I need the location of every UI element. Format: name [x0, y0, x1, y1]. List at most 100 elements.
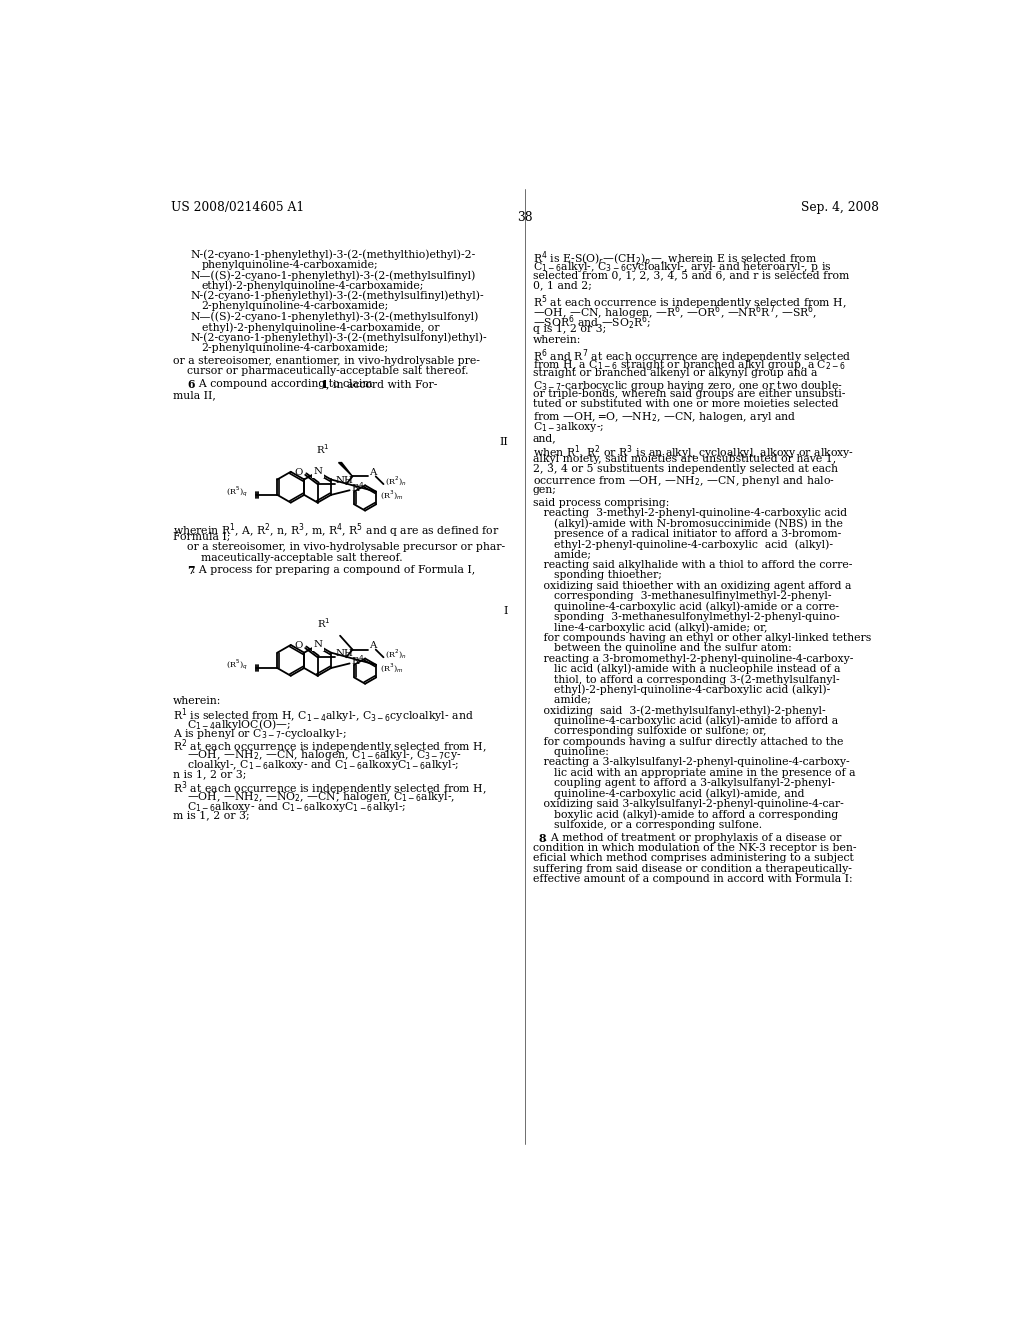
Text: condition in which modulation of the NK-3 receptor is ben-: condition in which modulation of the NK-…: [532, 843, 856, 853]
Text: R$^4$ is E-S(O)$_r$—(CH$_2$)$_p$—, wherein E is selected from: R$^4$ is E-S(O)$_r$—(CH$_2$)$_p$—, where…: [532, 249, 817, 271]
Text: sulfoxide, or a corresponding sulfone.: sulfoxide, or a corresponding sulfone.: [532, 820, 762, 830]
Text: R$^5$ at each occurrence is independently selected from H,: R$^5$ at each occurrence is independentl…: [532, 293, 846, 312]
Text: oxidizing said 3-alkylsulfanyl-2-phenyl-quinoline-4-car-: oxidizing said 3-alkylsulfanyl-2-phenyl-…: [532, 799, 844, 809]
Text: m is 1, 2 or 3;: m is 1, 2 or 3;: [173, 810, 250, 821]
Text: 6: 6: [187, 379, 195, 391]
Text: oxidizing  said  3-(2-methylsulfanyl-ethyl)-2-phenyl-: oxidizing said 3-(2-methylsulfanyl-ethyl…: [532, 705, 825, 715]
Text: 7: 7: [187, 565, 195, 577]
Text: tuted or substituted with one or more moieties selected: tuted or substituted with one or more mo…: [532, 400, 838, 409]
Text: wherein:: wherein:: [532, 335, 581, 345]
Text: (R$^2$)$_n$: (R$^2$)$_n$: [385, 474, 407, 487]
Text: NH: NH: [336, 649, 353, 657]
Text: maceutically-acceptable salt thereof.: maceutically-acceptable salt thereof.: [201, 553, 402, 562]
Text: C$_{3-7}$-carbocyclic group having zero, one or two double-: C$_{3-7}$-carbocyclic group having zero,…: [532, 379, 843, 392]
Text: occurrence from —OH, —NH$_2$, —CN, phenyl and halo-: occurrence from —OH, —NH$_2$, —CN, pheny…: [532, 474, 835, 488]
Text: R$^4$: R$^4$: [351, 480, 366, 494]
Text: O: O: [295, 469, 303, 477]
Text: boxylic acid (alkyl)-amide to afford a corresponding: boxylic acid (alkyl)-amide to afford a c…: [532, 809, 838, 820]
Text: A is phenyl or C$_{3-7}$-cycloalkyl-;: A is phenyl or C$_{3-7}$-cycloalkyl-;: [173, 727, 347, 742]
Text: R$^1$: R$^1$: [317, 615, 331, 630]
Text: NH: NH: [336, 475, 353, 484]
Text: (R$^5$)$_q$: (R$^5$)$_q$: [226, 484, 248, 499]
Text: 2, 3, 4 or 5 substituents independently selected at each: 2, 3, 4 or 5 substituents independently …: [532, 465, 838, 474]
Text: q is 1, 2 or 3;: q is 1, 2 or 3;: [532, 325, 606, 334]
Text: eficial which method comprises administering to a subject: eficial which method comprises administe…: [532, 853, 853, 863]
Text: phenylquinoline-4-carboxamide;: phenylquinoline-4-carboxamide;: [202, 260, 378, 269]
Text: for compounds having an ethyl or other alkyl-linked tethers: for compounds having an ethyl or other a…: [532, 632, 870, 643]
Text: reacting a 3-bromomethyl-2-phenyl-quinoline-4-carboxy-: reacting a 3-bromomethyl-2-phenyl-quinol…: [532, 653, 853, 664]
Text: cloalkyl-, C$_{1-6}$alkoxy- and C$_{1-6}$alkoxyC$_{1-6}$alkyl-;: cloalkyl-, C$_{1-6}$alkoxy- and C$_{1-6}…: [187, 759, 459, 772]
Text: Sep. 4, 2008: Sep. 4, 2008: [801, 201, 879, 214]
Text: effective amount of a compound in accord with Formula I:: effective amount of a compound in accord…: [532, 874, 852, 884]
Text: quinoline:: quinoline:: [532, 747, 608, 758]
Text: ethyl)-2-phenylquinoline-4-carboxamide, or: ethyl)-2-phenylquinoline-4-carboxamide, …: [202, 322, 439, 333]
Text: II: II: [499, 437, 508, 447]
Text: lic acid (alkyl)-amide with a nucleophile instead of a: lic acid (alkyl)-amide with a nucleophil…: [532, 664, 840, 675]
Text: N-(2-cyano-1-phenylethyl)-3-(2-(methylsulfonyl)ethyl)-: N-(2-cyano-1-phenylethyl)-3-(2-(methylsu…: [190, 333, 486, 343]
Text: N: N: [313, 640, 323, 649]
Text: thiol, to afford a corresponding 3-(2-methylsulfanyl-: thiol, to afford a corresponding 3-(2-me…: [532, 675, 840, 685]
Text: reacting a 3-alkylsulfanyl-2-phenyl-quinoline-4-carboxy-: reacting a 3-alkylsulfanyl-2-phenyl-quin…: [532, 758, 849, 767]
Text: A: A: [370, 469, 377, 477]
Text: 2-phenylquinoline-4-carboxamide;: 2-phenylquinoline-4-carboxamide;: [202, 343, 389, 352]
Text: line-4-carboxylic acid (alkyl)-amide; or,: line-4-carboxylic acid (alkyl)-amide; or…: [532, 622, 767, 632]
Text: 38: 38: [517, 211, 532, 224]
Text: R$^1$: R$^1$: [315, 442, 330, 457]
Text: 1: 1: [321, 379, 329, 391]
Text: ethyl-2-phenyl-quinoline-4-carboxylic  acid  (alkyl)-: ethyl-2-phenyl-quinoline-4-carboxylic ac…: [532, 539, 833, 549]
Text: US 2008/0214605 A1: US 2008/0214605 A1: [171, 201, 304, 214]
Text: R$^3$ at each occurrence is independently selected from H,: R$^3$ at each occurrence is independentl…: [173, 779, 486, 797]
Text: quinoline-4-carboxylic acid (alkyl)-amide, and: quinoline-4-carboxylic acid (alkyl)-amid…: [532, 788, 804, 799]
Text: 8: 8: [539, 833, 546, 843]
Text: N: N: [313, 467, 323, 477]
Text: C$_{1-4}$alkylOC(O)—;: C$_{1-4}$alkylOC(O)—;: [187, 717, 291, 731]
Text: from —OH, ═O, —NH$_2$, —CN, halogen, aryl and: from —OH, ═O, —NH$_2$, —CN, halogen, ary…: [532, 409, 796, 424]
Text: (R$^2$)$_n$: (R$^2$)$_n$: [385, 648, 407, 661]
Text: wherein:: wherein:: [173, 696, 221, 706]
Text: straight or branched alkenyl or alkynyl group and a: straight or branched alkenyl or alkynyl …: [532, 368, 817, 379]
Text: R$^4$: R$^4$: [351, 653, 366, 668]
Text: N-(2-cyano-1-phenylethyl)-3-(2-(methylsulfinyl)ethyl)-: N-(2-cyano-1-phenylethyl)-3-(2-(methylsu…: [190, 290, 483, 301]
Text: N—((S)-2-cyano-1-phenylethyl)-3-(2-(methylsulfinyl): N—((S)-2-cyano-1-phenylethyl)-3-(2-(meth…: [190, 271, 475, 281]
Text: —OH, —NH$_2$, —NO$_2$, —CN, halogen, C$_{1-6}$alkyl-,: —OH, —NH$_2$, —NO$_2$, —CN, halogen, C$_…: [187, 789, 455, 804]
Text: when R$^1$, R$^2$ or R$^3$ is an alkyl, cycloalkyl, alkoxy or alkoxy-: when R$^1$, R$^2$ or R$^3$ is an alkyl, …: [532, 444, 854, 462]
Text: sponding  3-methanesulfonylmethyl-2-phenyl-quino-: sponding 3-methanesulfonylmethyl-2-pheny…: [532, 612, 840, 622]
Text: R$^1$ is selected from H, C$_{1-4}$alkyl-, C$_{3-6}$cycloalkyl- and: R$^1$ is selected from H, C$_{1-4}$alkyl…: [173, 706, 473, 725]
Text: (alkyl)-amide with N-bromosuccinimide (NBS) in the: (alkyl)-amide with N-bromosuccinimide (N…: [532, 519, 843, 529]
Text: quinoline-4-carboxylic acid (alkyl)-amide to afford a: quinoline-4-carboxylic acid (alkyl)-amid…: [532, 715, 838, 726]
Text: A: A: [370, 642, 377, 651]
Text: for compounds having a sulfur directly attached to the: for compounds having a sulfur directly a…: [532, 737, 843, 747]
Text: coupling agent to afford a 3-alkylsulfanyl-2-phenyl-: coupling agent to afford a 3-alkylsulfan…: [532, 779, 835, 788]
Text: —SOR$^6$ and —SO$_2$R$^6$;: —SOR$^6$ and —SO$_2$R$^6$;: [532, 314, 651, 333]
Text: cursor or pharmaceutically-acceptable salt thereof.: cursor or pharmaceutically-acceptable sa…: [187, 366, 468, 376]
Text: oxidizing said thioether with an oxidizing agent afford a: oxidizing said thioether with an oxidizi…: [532, 581, 851, 591]
Text: R$^2$ at each occurrence is independently selected from H,: R$^2$ at each occurrence is independentl…: [173, 738, 486, 756]
Text: N-(2-cyano-1-phenylethyl)-3-(2-(methylthio)ethyl)-2-: N-(2-cyano-1-phenylethyl)-3-(2-(methylth…: [190, 249, 475, 260]
Text: (R$^3$)$_m$: (R$^3$)$_m$: [380, 661, 403, 675]
Text: wherein R$^1$, A, R$^2$, n, R$^3$, m, R$^4$, R$^5$ and q are as defined for: wherein R$^1$, A, R$^2$, n, R$^3$, m, R$…: [173, 521, 500, 540]
Text: C$_{1-6}$alkoxy- and C$_{1-6}$alkoxyC$_{1-6}$alkyl-;: C$_{1-6}$alkoxy- and C$_{1-6}$alkoxyC$_{…: [187, 800, 407, 814]
Text: corresponding  3-methanesulfinylmethyl-2-phenyl-: corresponding 3-methanesulfinylmethyl-2-…: [532, 591, 831, 601]
Text: —OH, —CN, halogen, —R$^6$, —OR$^6$, —NR$^6$R$^7$, —SR$^6$,: —OH, —CN, halogen, —R$^6$, —OR$^6$, —NR$…: [532, 304, 817, 322]
Text: or a stereoisomer, in vivo-hydrolysable precursor or phar-: or a stereoisomer, in vivo-hydrolysable …: [187, 543, 505, 552]
Text: 0, 1 and 2;: 0, 1 and 2;: [532, 280, 592, 290]
Text: and,: and,: [532, 433, 556, 444]
Text: quinoline-4-carboxylic acid (alkyl)-amide or a corre-: quinoline-4-carboxylic acid (alkyl)-amid…: [532, 602, 839, 612]
Text: gen;: gen;: [532, 484, 556, 495]
Text: (R$^5$)$_q$: (R$^5$)$_q$: [226, 657, 248, 672]
Text: Formula I;: Formula I;: [173, 532, 230, 541]
Text: R$^6$ and R$^7$ at each occurrence are independently selected: R$^6$ and R$^7$ at each occurrence are i…: [532, 347, 851, 366]
Text: lic acid with an appropriate amine in the presence of a: lic acid with an appropriate amine in th…: [532, 768, 855, 777]
Text: presence of a radical initiator to afford a 3-bromom-: presence of a radical initiator to affor…: [532, 529, 841, 539]
Text: or triple-bonds, wherein said groups are either unsubsti-: or triple-bonds, wherein said groups are…: [532, 389, 845, 399]
Text: (R$^3$)$_m$: (R$^3$)$_m$: [380, 488, 403, 502]
Text: between the quinoline and the sulfur atom:: between the quinoline and the sulfur ato…: [532, 643, 792, 653]
Text: amide;: amide;: [532, 549, 591, 560]
Text: C$_{1-3}$alkoxy-;: C$_{1-3}$alkoxy-;: [532, 420, 604, 434]
Text: ethyl)-2-phenylquinoline-4-carboxamide;: ethyl)-2-phenylquinoline-4-carboxamide;: [202, 280, 424, 290]
Text: or a stereoisomer, enantiomer, in vivo-hydrolysable pre-: or a stereoisomer, enantiomer, in vivo-h…: [173, 355, 480, 366]
Text: N—((S)-2-cyano-1-phenylethyl)-3-(2-(methylsulfonyl): N—((S)-2-cyano-1-phenylethyl)-3-(2-(meth…: [190, 312, 478, 322]
Text: O: O: [295, 642, 303, 651]
Text: amide;: amide;: [532, 696, 591, 705]
Text: ethyl)-2-phenyl-quinoline-4-carboxylic acid (alkyl)-: ethyl)-2-phenyl-quinoline-4-carboxylic a…: [532, 685, 829, 696]
